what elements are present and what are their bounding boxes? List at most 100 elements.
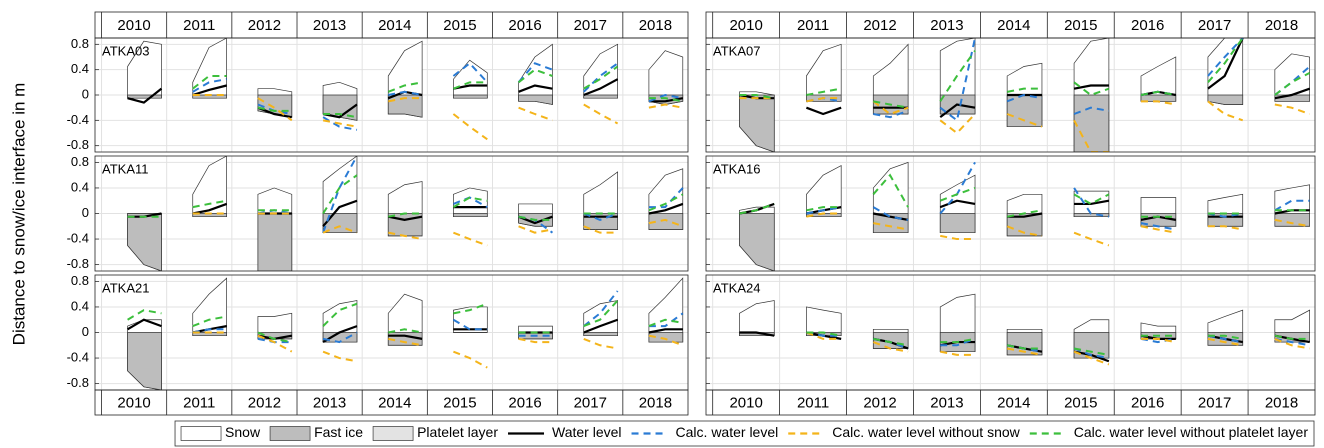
year-label: 2010	[729, 17, 762, 34]
noplat-line	[388, 212, 423, 218]
year-label: 2013	[930, 17, 963, 34]
noplat-line	[872, 173, 909, 208]
year-label: 2013	[313, 394, 346, 411]
fast-ice	[1073, 94, 1110, 152]
noplat-line	[257, 331, 292, 344]
nosnow-line	[453, 231, 488, 247]
calc-line	[1140, 337, 1176, 344]
nosnow-line	[873, 222, 909, 231]
calc-line	[939, 38, 977, 123]
plot-frame	[705, 155, 1316, 272]
nosnow-line	[1207, 337, 1243, 347]
nosnow-line	[583, 225, 618, 234]
nosnow-line	[1141, 100, 1176, 106]
calc-line	[1073, 106, 1110, 115]
nosnow-line	[648, 218, 684, 228]
water-line	[322, 325, 358, 344]
y-tick-label: 0	[82, 205, 89, 220]
noplat-line	[1207, 334, 1243, 340]
nosnow-line	[1140, 225, 1176, 234]
fast-ice	[583, 94, 618, 99]
y-tick-label: 0	[82, 86, 89, 101]
nosnow-line	[872, 341, 909, 353]
legend-label: Fast ice	[314, 424, 363, 440]
panel	[706, 38, 1315, 152]
nosnow-line	[1006, 113, 1043, 128]
snow-layer	[806, 43, 842, 102]
legend-box	[174, 420, 1315, 447]
y-tick-label: -0.4	[67, 230, 89, 245]
year-strip	[705, 11, 1316, 39]
station-label: ATKA16	[713, 161, 760, 176]
noplat-line	[1006, 209, 1043, 218]
nosnow-line	[388, 337, 423, 347]
calc-line	[452, 61, 489, 84]
calc-line	[648, 93, 683, 103]
calc-line	[873, 109, 909, 119]
noplat-line	[127, 309, 162, 321]
legend-label: Calc. water level without platelet layer	[1074, 424, 1309, 440]
noplat-line	[648, 193, 684, 212]
year-strip	[94, 389, 689, 416]
year-label: 2016	[508, 17, 541, 34]
year-label: 2011	[183, 17, 215, 34]
fast-ice	[518, 94, 553, 105]
water-line	[939, 103, 976, 119]
noplat-line	[192, 315, 227, 328]
nosnow-line	[1073, 231, 1110, 247]
noplat-line	[1006, 344, 1042, 350]
noplat-line	[257, 106, 292, 112]
water-line	[388, 215, 423, 222]
calc-line	[1207, 212, 1243, 218]
y-tick-label: 0.4	[71, 61, 89, 76]
water-line	[1007, 212, 1043, 218]
calc-line	[648, 312, 684, 328]
nosnow-line	[322, 225, 358, 234]
legend-label: Calc. water level without snow	[832, 424, 1020, 440]
calc-line	[583, 212, 618, 221]
nosnow-line	[940, 234, 976, 241]
calc-line	[1073, 347, 1110, 360]
y-tick-label: 0.4	[71, 298, 89, 313]
nosnow-line	[453, 350, 488, 369]
year-label: 2016	[1131, 394, 1164, 411]
year-label: 2011	[797, 17, 829, 34]
calc-line	[1207, 334, 1243, 344]
year-label: 2013	[930, 394, 963, 411]
noplat-line	[873, 100, 909, 109]
nosnow-line	[257, 334, 293, 353]
noplat-line	[1274, 334, 1310, 340]
nosnow-line	[388, 231, 423, 241]
noplat-line	[192, 75, 227, 90]
fast-ice	[127, 94, 162, 99]
y-tick-label: 0.8	[71, 36, 89, 51]
year-strip	[705, 389, 1316, 416]
calc-line	[1006, 93, 1043, 103]
water-line	[648, 202, 684, 215]
year-label: 2013	[313, 17, 346, 34]
noplat-line	[806, 331, 842, 337]
legend-swatch	[269, 426, 311, 441]
legend-swatch	[372, 426, 414, 441]
water-line	[192, 202, 228, 215]
year-label: 2016	[1131, 17, 1164, 34]
year-label: 2015	[443, 17, 476, 34]
year-label: 2014	[378, 394, 411, 411]
nosnow-line	[1274, 337, 1310, 350]
y-axis-label: Distance to snow/ice interface in m	[9, 83, 28, 346]
calc-line	[940, 337, 976, 347]
water-line	[127, 318, 162, 331]
noplat-line	[583, 65, 619, 90]
noplat-line	[453, 81, 488, 90]
noplat-line	[1073, 193, 1110, 206]
water-line	[1074, 199, 1110, 206]
y-tick-label: -0.8	[67, 256, 89, 271]
year-label: 2015	[1064, 394, 1097, 411]
noplat-line	[739, 94, 775, 100]
water-line	[648, 97, 683, 103]
year-label: 2018	[1265, 394, 1298, 411]
noplat-line	[517, 68, 553, 84]
legend-label: Snow	[225, 424, 261, 440]
nosnow-line	[806, 97, 842, 103]
year-label: 2014	[997, 17, 1030, 34]
